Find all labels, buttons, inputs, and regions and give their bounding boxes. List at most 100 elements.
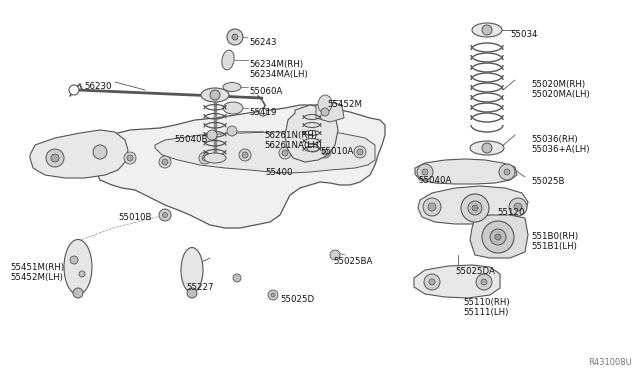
- Circle shape: [159, 156, 171, 168]
- Text: 55400: 55400: [265, 168, 292, 177]
- Circle shape: [322, 149, 328, 155]
- Text: 55010A: 55010A: [320, 147, 353, 156]
- Circle shape: [482, 143, 492, 153]
- Circle shape: [424, 274, 440, 290]
- Circle shape: [232, 34, 238, 40]
- Text: 55034: 55034: [510, 30, 538, 39]
- Text: 55419: 55419: [249, 108, 276, 117]
- Ellipse shape: [201, 88, 229, 102]
- Text: R431008U: R431008U: [588, 358, 632, 367]
- Circle shape: [482, 221, 514, 253]
- Circle shape: [259, 108, 267, 116]
- Circle shape: [46, 149, 64, 167]
- Ellipse shape: [470, 141, 504, 155]
- Circle shape: [271, 293, 275, 297]
- Text: 55020M(RH)
55020MA(LH): 55020M(RH) 55020MA(LH): [531, 80, 589, 99]
- Text: 56230: 56230: [84, 82, 112, 91]
- Circle shape: [423, 198, 441, 216]
- Circle shape: [509, 198, 527, 216]
- Text: 551B0(RH)
551B1(LH): 551B0(RH) 551B1(LH): [531, 232, 578, 251]
- Circle shape: [268, 290, 278, 300]
- Polygon shape: [418, 186, 528, 224]
- Circle shape: [69, 85, 79, 95]
- Circle shape: [73, 288, 83, 298]
- Circle shape: [504, 169, 510, 175]
- Circle shape: [124, 152, 136, 164]
- Text: 55451M(RH)
55452M(LH): 55451M(RH) 55452M(LH): [10, 263, 64, 282]
- Circle shape: [481, 279, 487, 285]
- Circle shape: [428, 203, 436, 211]
- Polygon shape: [155, 132, 375, 173]
- Text: 55060A: 55060A: [249, 87, 282, 96]
- Circle shape: [282, 150, 288, 156]
- Circle shape: [202, 155, 208, 161]
- Circle shape: [321, 108, 329, 116]
- Ellipse shape: [64, 240, 92, 295]
- Polygon shape: [285, 105, 338, 162]
- Circle shape: [207, 130, 217, 140]
- Circle shape: [417, 164, 433, 180]
- Text: 55025DA: 55025DA: [455, 267, 495, 276]
- Circle shape: [163, 212, 168, 218]
- Text: 55036(RH)
55036+A(LH): 55036(RH) 55036+A(LH): [531, 135, 589, 154]
- Circle shape: [79, 271, 85, 277]
- Text: 55025BA: 55025BA: [333, 257, 372, 266]
- Text: 55025B: 55025B: [531, 177, 564, 186]
- Circle shape: [429, 279, 435, 285]
- Circle shape: [490, 229, 506, 245]
- Text: 55010B: 55010B: [118, 213, 152, 222]
- Text: 56261N(RH)
56261NA(LH): 56261N(RH) 56261NA(LH): [264, 131, 322, 150]
- Circle shape: [422, 169, 428, 175]
- Circle shape: [227, 29, 243, 45]
- Circle shape: [330, 250, 340, 260]
- Circle shape: [472, 205, 478, 211]
- Polygon shape: [414, 265, 500, 298]
- Circle shape: [127, 155, 133, 161]
- Circle shape: [354, 146, 366, 158]
- Polygon shape: [92, 105, 385, 228]
- Ellipse shape: [223, 102, 243, 114]
- Circle shape: [495, 234, 501, 240]
- Polygon shape: [30, 130, 128, 178]
- Circle shape: [70, 256, 78, 264]
- Circle shape: [482, 25, 492, 35]
- Text: 56243: 56243: [249, 38, 276, 47]
- Text: 55025D: 55025D: [280, 295, 314, 304]
- Text: 55120: 55120: [497, 208, 525, 217]
- Polygon shape: [470, 215, 528, 258]
- Circle shape: [461, 194, 489, 222]
- Circle shape: [227, 126, 237, 136]
- Circle shape: [51, 154, 59, 162]
- Circle shape: [239, 149, 251, 161]
- Ellipse shape: [204, 153, 226, 163]
- Circle shape: [514, 203, 522, 211]
- Circle shape: [199, 152, 211, 164]
- Ellipse shape: [222, 50, 234, 70]
- Ellipse shape: [307, 144, 319, 152]
- Polygon shape: [415, 159, 517, 184]
- Ellipse shape: [472, 23, 502, 37]
- Circle shape: [159, 209, 171, 221]
- Text: 55110(RH)
55111(LH): 55110(RH) 55111(LH): [463, 298, 509, 317]
- Circle shape: [499, 164, 515, 180]
- Circle shape: [476, 274, 492, 290]
- Circle shape: [210, 90, 220, 100]
- Text: 55040B: 55040B: [175, 135, 208, 144]
- Circle shape: [93, 145, 107, 159]
- Circle shape: [187, 288, 197, 298]
- Circle shape: [357, 149, 363, 155]
- Circle shape: [319, 146, 331, 158]
- Text: 55040A: 55040A: [418, 176, 451, 185]
- Text: 56234M(RH)
56234MA(LH): 56234M(RH) 56234MA(LH): [249, 60, 308, 79]
- Ellipse shape: [318, 95, 332, 113]
- Text: 55227: 55227: [186, 283, 214, 292]
- Polygon shape: [316, 102, 344, 122]
- Ellipse shape: [223, 83, 241, 92]
- Circle shape: [162, 159, 168, 165]
- Circle shape: [242, 152, 248, 158]
- Circle shape: [279, 147, 291, 159]
- Text: 55452M: 55452M: [327, 100, 362, 109]
- Ellipse shape: [181, 247, 203, 292]
- Circle shape: [233, 274, 241, 282]
- Circle shape: [468, 201, 482, 215]
